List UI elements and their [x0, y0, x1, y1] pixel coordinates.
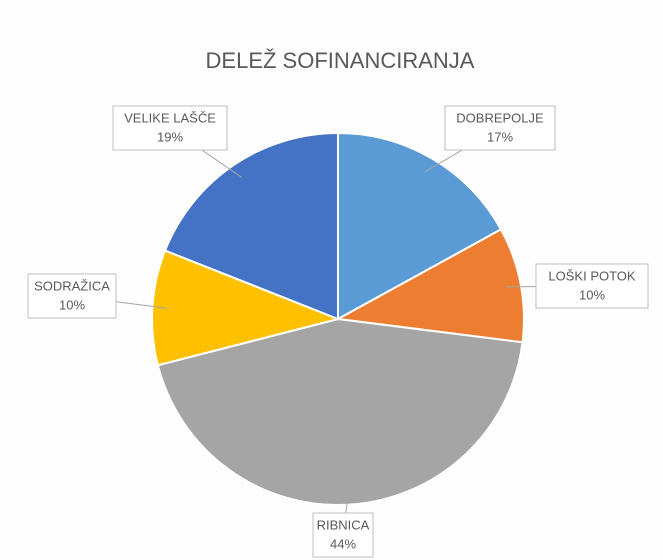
- slice-name: RIBNICA: [317, 517, 370, 532]
- slice-value: 44%: [330, 536, 356, 551]
- chart-title: DELEŽ SOFINANCIRANJA: [206, 48, 475, 73]
- slice-name: LOŠKI POTOK: [548, 268, 636, 283]
- pie-slice: [156, 317, 524, 506]
- label-box: [27, 273, 117, 319]
- slice-name: SODRAŽICA: [34, 278, 110, 293]
- label-box: [312, 512, 374, 558]
- slice-name: DOBREPOLJE: [456, 110, 544, 125]
- label-box: [112, 105, 228, 151]
- pie-slice: [337, 131, 503, 321]
- slice-value: 17%: [487, 129, 513, 144]
- pie-slice: [334, 228, 525, 344]
- slice-value: 19%: [157, 129, 183, 144]
- pie-slice: [151, 249, 342, 367]
- label-box: [444, 105, 556, 151]
- slice-value: 10%: [59, 297, 85, 312]
- slice-value: 10%: [579, 287, 605, 302]
- label-box: [535, 263, 649, 309]
- slice-name: VELIKE LAŠČE: [124, 110, 216, 125]
- pie-slice: [163, 131, 339, 321]
